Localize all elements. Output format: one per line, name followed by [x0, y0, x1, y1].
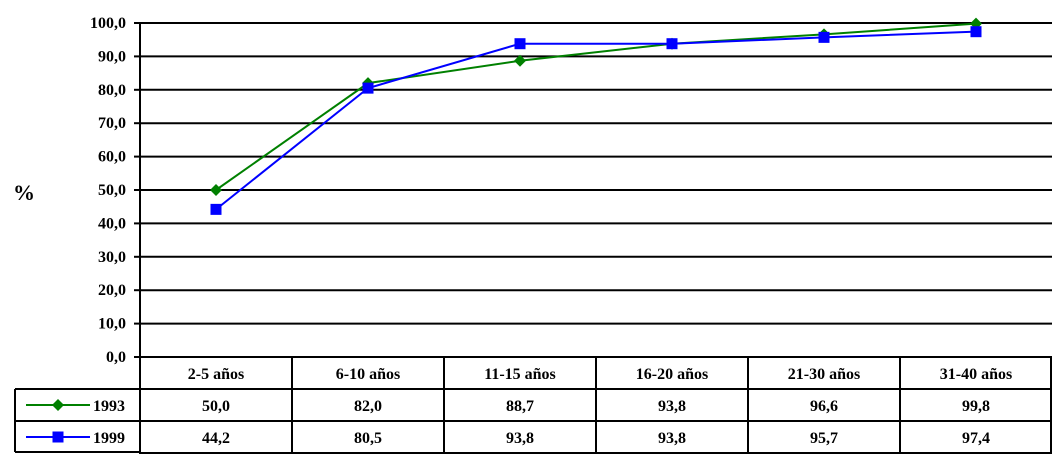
- data-point-1999: [818, 31, 830, 43]
- data-point-1993: [514, 54, 526, 67]
- y-tick-label: 50,0: [98, 182, 126, 199]
- table-value: 97,4: [962, 430, 990, 447]
- y-tick-label: 100,0: [90, 15, 126, 32]
- table-value: 93,8: [658, 398, 686, 415]
- data-point-1999: [666, 38, 678, 50]
- table-value: 95,7: [810, 430, 838, 447]
- y-tick-label: 40,0: [98, 215, 126, 232]
- data-point-1999: [514, 38, 526, 50]
- y-tick-label: 0,0: [106, 349, 126, 366]
- category-label: 11-15 años: [484, 366, 556, 383]
- data-point-1999: [970, 26, 982, 38]
- y-tick-labels: 0,0 10,0 20,0 30,0 40,0 50,0 60,0 70,0 80,0 90,0 1…: [90, 15, 126, 366]
- y-tick-label: 30,0: [98, 249, 126, 266]
- y-tick-label: 70,0: [98, 115, 126, 132]
- data-point-1999: [362, 82, 374, 94]
- y-tick-label: 60,0: [98, 149, 126, 166]
- series-lines: [210, 17, 982, 215]
- table-value: 80,5: [354, 430, 382, 447]
- category-label: 16-20 años: [636, 366, 708, 383]
- category-label: 31-40 años: [940, 366, 1012, 383]
- legend-key-marker: [52, 399, 64, 411]
- gridlines: [134, 22, 1052, 358]
- table-value: 93,8: [506, 430, 534, 447]
- y-tick-label: 10,0: [98, 316, 126, 333]
- y-axis-label: %: [13, 180, 35, 205]
- table-value: 99,8: [962, 398, 990, 415]
- table-value: 50,0: [202, 398, 230, 415]
- legend-series-name: 1993: [93, 398, 125, 415]
- y-tick-label: 90,0: [98, 48, 126, 65]
- table-value: 93,8: [658, 430, 686, 447]
- series-line-1993: [215, 22, 977, 191]
- legend-key-marker: [52, 431, 64, 443]
- data-point-1999: [210, 203, 222, 215]
- y-tick-label: 20,0: [98, 282, 126, 299]
- table-value: 96,6: [810, 398, 838, 415]
- category-label: 2-5 años: [188, 366, 244, 383]
- table-value: 88,7: [506, 398, 534, 415]
- series-line-1999: [215, 30, 977, 211]
- category-label: 6-10 años: [336, 366, 400, 383]
- y-tick-label: 80,0: [98, 82, 126, 99]
- data-point-1993: [210, 184, 222, 196]
- table-value: 82,0: [354, 398, 382, 415]
- table-value: 44,2: [202, 430, 230, 447]
- data-table: 2-5 años 6-10 años 11-15 años 16-20 años 21-…: [14, 356, 1052, 454]
- legend-series-name: 1999: [93, 430, 125, 447]
- category-label: 21-30 años: [788, 366, 860, 383]
